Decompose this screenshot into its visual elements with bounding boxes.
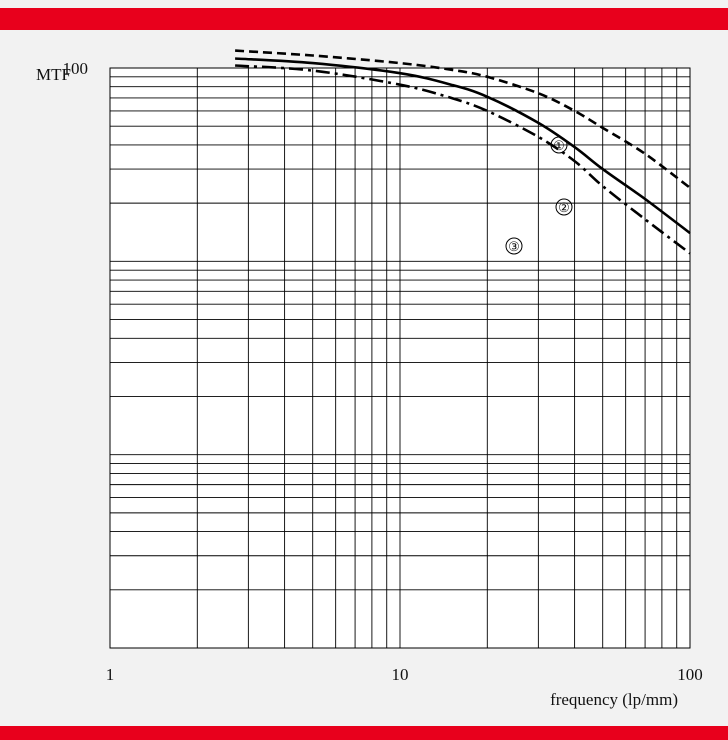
mtf-curve-2 — [235, 57, 691, 235]
mtf-curve-3 — [235, 64, 691, 255]
series-label-3: ③ — [505, 237, 523, 255]
x-tick-label: 1 — [106, 665, 115, 684]
series-label-3-text: ③ — [508, 239, 520, 254]
grid-lines — [110, 68, 690, 648]
mtf-curve-1 — [235, 49, 691, 189]
y-tick-label: 100 — [63, 59, 89, 78]
x-tick-label: 10 — [392, 665, 409, 684]
y-axis-label: MTF — [36, 65, 71, 84]
x-axis-label: frequency (lp/mm) — [550, 690, 678, 709]
series-label-2: ② — [555, 198, 573, 216]
curves — [235, 49, 691, 255]
y-tick-labels: 100 — [63, 59, 89, 78]
x-tick-labels: 1 10 100 — [106, 665, 703, 684]
series-label-2-text: ② — [558, 200, 570, 215]
series-label-1-text: ① — [553, 138, 565, 153]
top-banner — [0, 8, 728, 30]
bottom-banner — [0, 726, 728, 740]
x-tick-label: 100 — [677, 665, 703, 684]
series-label-1: ① — [550, 136, 568, 154]
